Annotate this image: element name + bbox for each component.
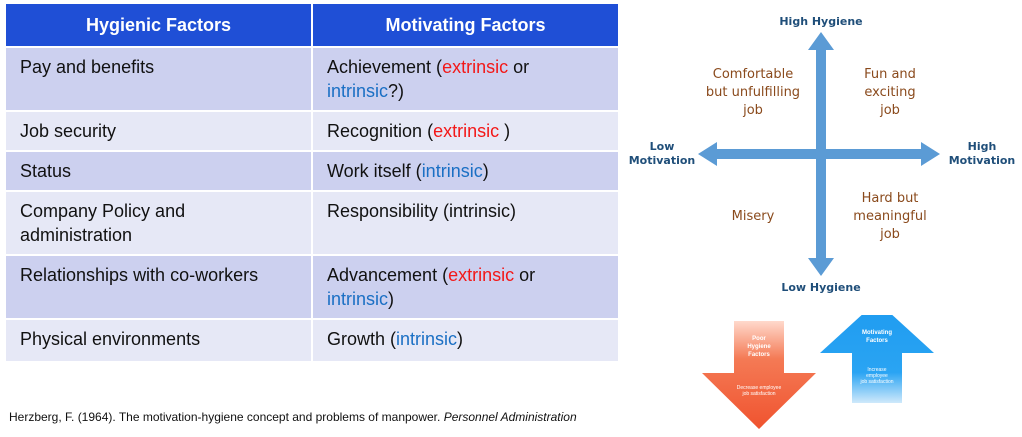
hygienic-cell: Status (6, 150, 313, 191)
cell-text: ) (457, 329, 464, 349)
motivating-cell: Advancement (extrinsic or intrinsic) (312, 254, 618, 319)
hygiene-motivation-quadrant: High Hygiene Low Hygiene Low Motivation … (620, 0, 1022, 300)
intrinsic-tag: intrinsic (327, 289, 389, 309)
quadrant-axes (698, 32, 940, 276)
extrinsic-tag: extrinsic (442, 57, 509, 77)
quadrant-top-left: Comfortable but unfulfilling job (705, 67, 801, 118)
cell-text: Recognition ( (327, 121, 434, 141)
cell-text: or (508, 57, 530, 77)
citation-journal: Personnel Administration (443, 410, 577, 424)
motivating-up-arrow (820, 315, 934, 403)
axis-label-high-motivation: High Motivation (948, 140, 1016, 167)
axis-label-low-motivation: Low Motivation (628, 140, 696, 167)
quadrant-top-right: Fun and exciting job (864, 67, 916, 118)
table-row: Physical environments Growth (intrinsic) (6, 318, 618, 361)
poor-hygiene-down-arrow (702, 321, 816, 429)
motivating-cell: Responsibility (intrinsic) (312, 190, 618, 255)
table-header-row: Hygienic Factors Motivating Factors (6, 4, 618, 47)
extrinsic-tag: extrinsic (448, 265, 515, 285)
cell-text: Responsibility (intrinsic) (327, 201, 517, 221)
citation-text: Herzberg, F. (1964). The motivation-hygi… (9, 410, 444, 424)
motivating-cell: Growth (intrinsic) (312, 318, 618, 361)
hygienic-cell: Physical environments (6, 318, 313, 361)
citation: Herzberg, F. (1964). The motivation-hygi… (9, 410, 577, 424)
factor-arrows-graphic (702, 315, 934, 429)
motivating-factors-header: Motivating Factors (312, 4, 618, 47)
cell-text: Achievement ( (327, 57, 443, 77)
motivating-cell: Achievement (extrinsic or intrinsic?) (312, 46, 618, 111)
motivating-title: Motivating Factors (862, 330, 892, 344)
table-row: Relationships with co-workers Advancemen… (6, 254, 618, 319)
cell-text: Advancement ( (327, 265, 449, 285)
intrinsic-tag: intrinsic (396, 329, 458, 349)
cell-text: ) (482, 161, 489, 181)
hygienic-cell: Company Policy and administration (6, 190, 313, 255)
poor-hygiene-subtitle: Decrease employee job satisfaction (736, 385, 782, 397)
motivating-cell: Work itself (intrinsic) (312, 150, 618, 191)
poor-hygiene-title: Poor Hygiene Factors (747, 336, 771, 358)
herzberg-factors-table: Hygienic Factors Motivating Factors Pay … (6, 4, 618, 361)
motivating-cell: Recognition (extrinsic ) (312, 110, 618, 151)
hygienic-cell: Pay and benefits (6, 46, 313, 111)
cell-text: ?) (388, 81, 405, 101)
factor-arrows: Poor Hygiene Factors Decrease employee j… (700, 315, 960, 437)
quadrant-bottom-right: Hard but meaningful job (853, 191, 927, 242)
axis-label-high-hygiene: High Hygiene (779, 15, 863, 28)
quadrant-bottom-left: Misery (731, 209, 775, 224)
cell-text: or (514, 265, 536, 285)
cell-text: ) (388, 289, 395, 309)
cell-text: Growth ( (327, 329, 397, 349)
hygienic-cell: Job security (6, 110, 313, 151)
motivating-subtitle: Increase employee job satisfaction (860, 367, 894, 385)
axis-label-low-hygiene: Low Hygiene (781, 281, 861, 294)
extrinsic-tag: extrinsic (433, 121, 500, 141)
table-row: Job security Recognition (extrinsic ) (6, 110, 618, 151)
table-row: Status Work itself (intrinsic) (6, 150, 618, 191)
table-row: Pay and benefits Achievement (extrinsic … (6, 46, 618, 111)
hygienic-factors-header: Hygienic Factors (6, 4, 313, 47)
intrinsic-tag: intrinsic (421, 161, 483, 181)
cell-text: Work itself ( (327, 161, 422, 181)
motivation-axis-arrow (698, 142, 940, 166)
hygienic-cell: Relationships with co-workers (6, 254, 313, 319)
intrinsic-tag: intrinsic (327, 81, 389, 101)
cell-text: ) (499, 121, 511, 141)
table-row: Company Policy and administration Respon… (6, 190, 618, 255)
